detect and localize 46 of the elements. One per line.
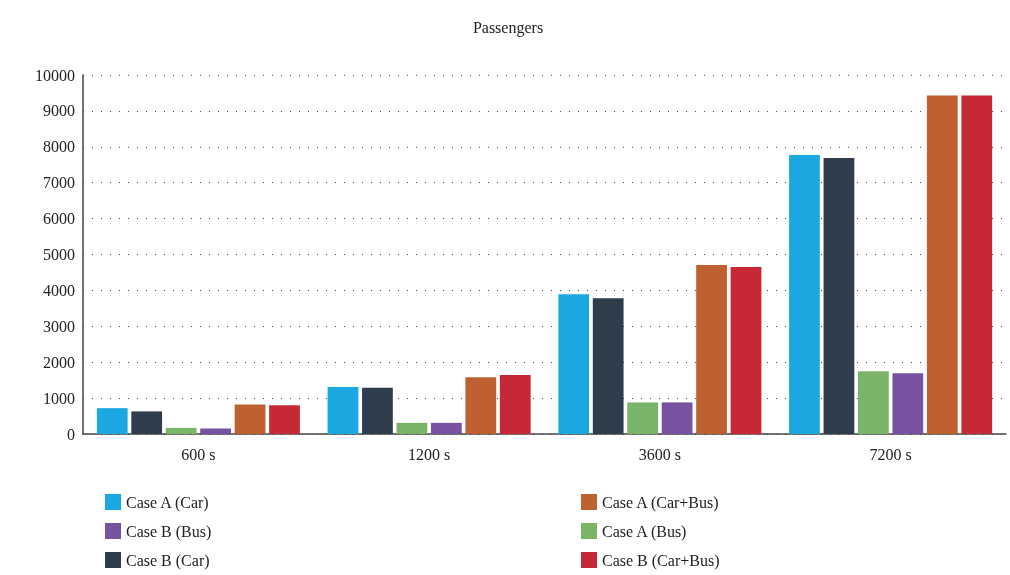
y-tick-label: 4000 [43, 281, 75, 299]
bar [926, 95, 958, 434]
bar [165, 427, 197, 434]
bar [499, 375, 531, 434]
bar [558, 294, 590, 434]
bar [430, 422, 462, 434]
bar [592, 298, 624, 434]
bar [96, 408, 128, 434]
chart-title: Passengers [472, 18, 544, 37]
bar [823, 157, 855, 434]
legend-label: Case B (Bus) [126, 522, 212, 541]
bar [362, 387, 393, 434]
x-tick-label: 3600 s [638, 445, 681, 463]
bar [465, 377, 497, 434]
legend-label: Case B (Car+Bus) [602, 551, 720, 570]
x-tick-label: 1200 s [408, 445, 451, 463]
bar [696, 264, 727, 434]
bar [131, 411, 163, 434]
y-tick-label: 2000 [43, 353, 75, 371]
y-tick-label: 9000 [43, 102, 75, 120]
legend-label: Case A (Bus) [602, 522, 687, 541]
x-tick-label: 600 s [181, 445, 216, 463]
bar [892, 373, 924, 434]
legend-label: Case B (Car) [126, 551, 210, 570]
x-tick-label: 7200 s [869, 445, 912, 463]
legend-label: Case A (Car+Bus) [602, 493, 719, 512]
y-tick-label: 3000 [43, 317, 75, 335]
y-tick-label: 5000 [43, 246, 75, 263]
y-tick-label: 0 [67, 425, 75, 443]
bar [269, 405, 300, 434]
bar [858, 371, 889, 434]
bar [627, 402, 659, 434]
bar [327, 386, 359, 434]
bar [961, 95, 993, 434]
bar [730, 267, 762, 434]
bar [234, 404, 266, 434]
bar [396, 422, 428, 434]
y-tick-label: 8000 [43, 138, 75, 156]
y-tick-label: 6000 [43, 210, 75, 228]
y-tick-label: 1000 [43, 389, 75, 407]
bar [661, 402, 693, 434]
legend-label: Case A (Car) [126, 493, 209, 512]
bar [789, 155, 820, 434]
y-tick-label: 10000 [35, 66, 75, 84]
y-tick-label: 7000 [43, 174, 75, 192]
bar [200, 428, 231, 434]
